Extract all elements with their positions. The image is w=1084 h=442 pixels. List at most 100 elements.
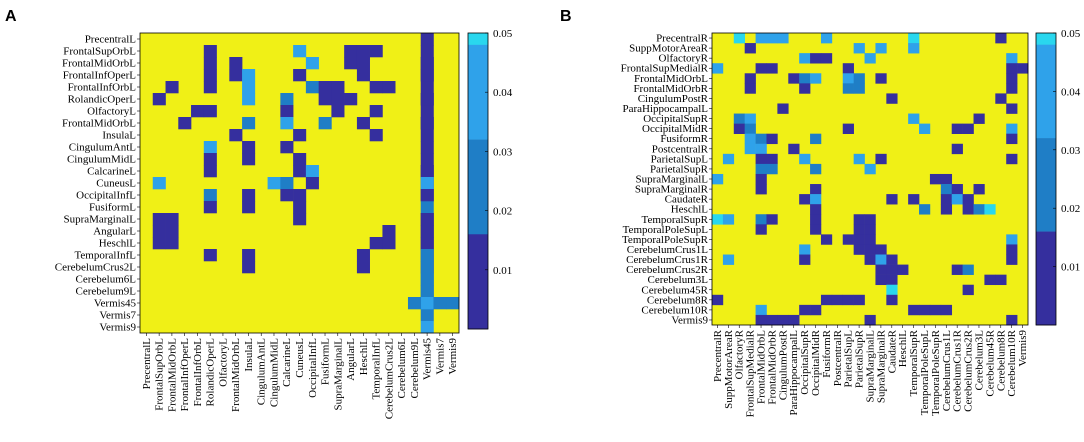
y-tick-label: FrontalInfOrbL	[68, 82, 137, 94]
heatmap-cell	[420, 213, 434, 226]
y-tick-label: SupraMarginalR	[635, 184, 709, 196]
panel-label-a: A	[5, 8, 17, 25]
colorbar-tick-label: 0.03	[1061, 145, 1081, 157]
colorbar-tick-label: 0.03	[493, 146, 513, 158]
x-tick-label: PrecentralL	[141, 338, 153, 390]
x-tick-label: CerebelumCrus2R	[963, 329, 975, 412]
y-tick-label: FusiformL	[89, 202, 136, 214]
heatmap-cell	[777, 314, 789, 326]
heatmap-cell	[919, 123, 931, 134]
heatmap-cell	[908, 43, 920, 54]
x-tick-label: CaudateR	[886, 329, 898, 373]
heatmap-cell	[744, 83, 756, 94]
heatmap-cell	[788, 143, 800, 155]
heatmap-cell	[951, 143, 963, 155]
heatmap-cell	[420, 285, 434, 298]
x-tick-label: HeschlL	[358, 338, 370, 376]
heatmap-cell	[820, 53, 833, 64]
heatmap-cell	[242, 261, 256, 274]
heatmap-cell	[886, 254, 898, 265]
heatmap-cell	[165, 237, 179, 250]
y-tick-label: FrontalMidOrbL	[62, 58, 136, 70]
x-tick-label: Vermis7	[434, 338, 446, 375]
heatmap-cell	[203, 153, 217, 166]
heatmap-cell	[420, 201, 434, 214]
x-tick-label: OccipitalInfL	[307, 338, 319, 398]
heatmap-cell	[420, 57, 434, 70]
x-tick-label: CingulumAntL	[256, 338, 268, 406]
colorbar-tick-label: 0.01	[493, 265, 512, 277]
heatmap-cell	[293, 45, 307, 58]
heatmap-cell	[203, 249, 217, 262]
y-tick-label: Cerebelum9L	[76, 286, 137, 298]
heatmap-cell	[995, 33, 1007, 44]
heatmap-cell	[712, 214, 724, 225]
heatmap-cell	[229, 57, 243, 70]
y-tick-label: Vermis7	[99, 310, 136, 322]
x-tick-label: Vermis9	[447, 338, 459, 375]
heatmap-cell	[766, 153, 778, 165]
heatmap-cell	[420, 261, 434, 274]
y-tick-label: RolandicOperL	[68, 94, 137, 106]
heatmap-cell	[165, 213, 179, 226]
y-tick-label: FrontalMidOrbR	[633, 83, 708, 95]
heatmap-cell	[420, 45, 434, 58]
heatmap-cell	[973, 204, 985, 215]
colorbar-tick-label: 0.04	[493, 87, 513, 99]
heatmap-cell	[446, 297, 460, 310]
heatmap-cell	[229, 69, 243, 82]
heatmap-cell	[766, 314, 778, 326]
heatmap-cell	[886, 284, 898, 296]
y-tick-label: CerebelumCrus2L	[55, 262, 137, 274]
heatmap-cell	[908, 194, 920, 205]
heatmap-cell	[951, 264, 963, 275]
heatmap-cell	[788, 73, 800, 84]
heatmap-cell	[1006, 83, 1018, 94]
colorbar-segment	[1036, 231, 1056, 326]
heatmap-cell	[356, 117, 370, 130]
heatmap-cell	[1006, 73, 1018, 84]
heatmap-cell	[1006, 254, 1018, 265]
heatmap-cell	[293, 189, 307, 202]
x-tick-label: FrontalSupOrbL	[154, 338, 166, 411]
y-tick-label: CerebelumCrus1R	[626, 254, 709, 266]
heatmap-cell	[733, 33, 745, 44]
x-tick-label: OlfactoryL	[217, 338, 229, 387]
heatmap-cell	[810, 53, 822, 64]
heatmap-cell	[744, 123, 756, 134]
y-tick-label: CingulumMidL	[67, 154, 136, 166]
heatmap-cell	[280, 105, 294, 118]
heatmap-cell	[908, 304, 920, 316]
heatmap-cell	[755, 133, 767, 145]
heatmap-cell	[712, 294, 724, 306]
heatmap-cell	[864, 214, 876, 225]
y-tick-label: HeschlL	[99, 238, 137, 250]
y-tick-label: FrontalMidOrbL	[634, 73, 708, 85]
heatmap-cell	[962, 123, 974, 134]
y-tick-label: TemporalPoleSupL	[623, 224, 709, 236]
y-tick-label: InsulaL	[102, 130, 136, 142]
heatmap-cell	[280, 177, 294, 190]
x-tick-label: SupraMarginalL	[865, 330, 877, 403]
x-tick-label: FrontalMidOrbL	[166, 338, 178, 412]
x-tick-label: CerebelumCrus2L	[383, 338, 395, 420]
colorbar-segment	[1036, 44, 1056, 139]
heatmap-cell	[755, 63, 767, 74]
heatmap-cell	[810, 204, 822, 215]
heatmap-cell	[1006, 103, 1018, 114]
heatmap-cell	[875, 73, 887, 84]
heatmap-cell	[165, 81, 179, 94]
heatmap-a: PrecentralLPrecentralLFrontalSupOrbLFron…	[55, 28, 513, 419]
heatmap-cell	[799, 73, 811, 84]
x-tick-label: PrecentralR	[712, 329, 724, 382]
x-tick-label: HeschlL	[897, 330, 909, 368]
heatmap-cell	[293, 69, 307, 82]
heatmap-cell	[305, 81, 319, 94]
heatmap-cell	[242, 201, 256, 214]
heatmap-cell	[356, 249, 370, 262]
heatmap-cell	[766, 214, 778, 225]
heatmap-cell	[853, 73, 865, 84]
heatmap-cell	[853, 244, 865, 255]
heatmap-cell	[293, 153, 307, 166]
heatmap-cell	[203, 141, 217, 154]
